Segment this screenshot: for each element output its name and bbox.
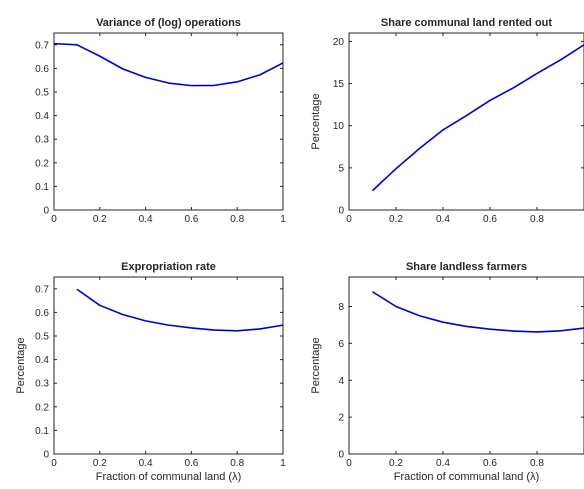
- y-tick-label: 0: [43, 206, 49, 217]
- y-tick-label: 20: [333, 37, 345, 48]
- x-tick-label: 0.8: [530, 214, 544, 225]
- x-tick-label: 1: [280, 458, 286, 469]
- y-tick-label: 0.4: [35, 111, 49, 122]
- series-line: [53, 42, 284, 87]
- y-tick-label: 0.4: [35, 355, 49, 366]
- y-tick-label: 0.6: [35, 64, 49, 75]
- x-tick-label: 0.2: [93, 214, 107, 225]
- x-tick-label: 0.4: [139, 458, 153, 469]
- chart-title: Share communal land rented out: [381, 17, 552, 29]
- x-tick-label: 0.2: [389, 214, 403, 225]
- y-axis-label: Percentage: [310, 337, 322, 393]
- axes-frame: [53, 32, 284, 211]
- y-tick-label: 0: [338, 450, 344, 461]
- y-tick-label: 0.7: [35, 284, 49, 295]
- x-tick-label: 0.6: [184, 458, 198, 469]
- y-axis-label: Percentage: [15, 337, 27, 393]
- subplot-1: 0 0.2 0.4 0.6 0.8 1 0 0.1 0.2 0.3 0.4 0.5 0.6 0.7 Vari…: [35, 17, 286, 225]
- subplot-4: 0 0.2 0.4 0.6 0.8 0 2 4 6 8 Share landless farmers…: [310, 261, 584, 483]
- x-tick-label: 0.8: [530, 458, 544, 469]
- x-tick-label: 0.6: [483, 458, 497, 469]
- x-tick-label: 0.2: [93, 458, 107, 469]
- series-line: [76, 288, 284, 332]
- y-tick-label: 5: [338, 163, 344, 174]
- x-axis-label: Fraction of communal land (λ): [96, 471, 242, 483]
- x-tick-label: 0.2: [389, 458, 403, 469]
- x-tick-label: 0: [51, 458, 57, 469]
- y-tick-label: 15: [333, 79, 345, 90]
- x-tick-label: 0.8: [230, 214, 244, 225]
- x-tick-label: 0.8: [230, 458, 244, 469]
- axes-frame: [53, 276, 284, 455]
- y-tick-label: 0.5: [35, 332, 49, 343]
- x-tick-label: 0: [51, 214, 57, 225]
- x-tick-label: 0.4: [436, 214, 450, 225]
- y-tick-label: 0.1: [35, 182, 49, 193]
- y-tick-label: 0.5: [35, 88, 49, 99]
- y-tick-label: 2: [338, 413, 344, 424]
- chart-title: Expropriation rate: [121, 261, 216, 273]
- chart-title: Share landless farmers: [406, 261, 527, 273]
- y-tick-label: 0.3: [35, 135, 49, 146]
- x-tick-label: 0.6: [184, 214, 198, 225]
- y-tick-label: 0.3: [35, 379, 49, 390]
- y-tick-label: 10: [333, 121, 345, 132]
- subplot-2: 0 0.2 0.4 0.6 0.8 0 5 10 15 20 Share communal land…: [310, 17, 584, 225]
- y-tick-label: 8: [338, 302, 344, 313]
- y-tick-label: 0.6: [35, 308, 49, 319]
- x-tick-label: 0: [346, 214, 352, 225]
- y-tick-label: 6: [338, 339, 344, 350]
- y-tick-label: 0.1: [35, 426, 49, 437]
- x-tick-label: 0: [346, 458, 352, 469]
- y-tick-label: 0.7: [35, 40, 49, 51]
- chart-title: Variance of (log) operations: [96, 17, 241, 29]
- series-line: [372, 291, 584, 333]
- series-line: [371, 44, 584, 192]
- y-axis-label: Percentage: [310, 93, 322, 149]
- y-tick-label: 4: [338, 376, 344, 387]
- axes-frame: [348, 32, 584, 211]
- y-tick-label: 0: [43, 450, 49, 461]
- y-tick-label: 0: [338, 206, 344, 217]
- subplot-3: 0 0.2 0.4 0.6 0.8 1 0 0.1 0.2 0.3 0.4 0.5 0.6 0.7 Expr…: [15, 261, 286, 483]
- y-tick-label: 0.2: [35, 158, 49, 169]
- x-tick-label: 1: [280, 214, 286, 225]
- x-tick-label: 0.6: [483, 214, 497, 225]
- x-tick-label: 0.4: [436, 458, 450, 469]
- axes-frame: [348, 276, 584, 455]
- x-axis-label: Fraction of communal land (λ): [394, 471, 540, 483]
- y-tick-label: 0.2: [35, 402, 49, 413]
- x-tick-label: 0.4: [139, 214, 153, 225]
